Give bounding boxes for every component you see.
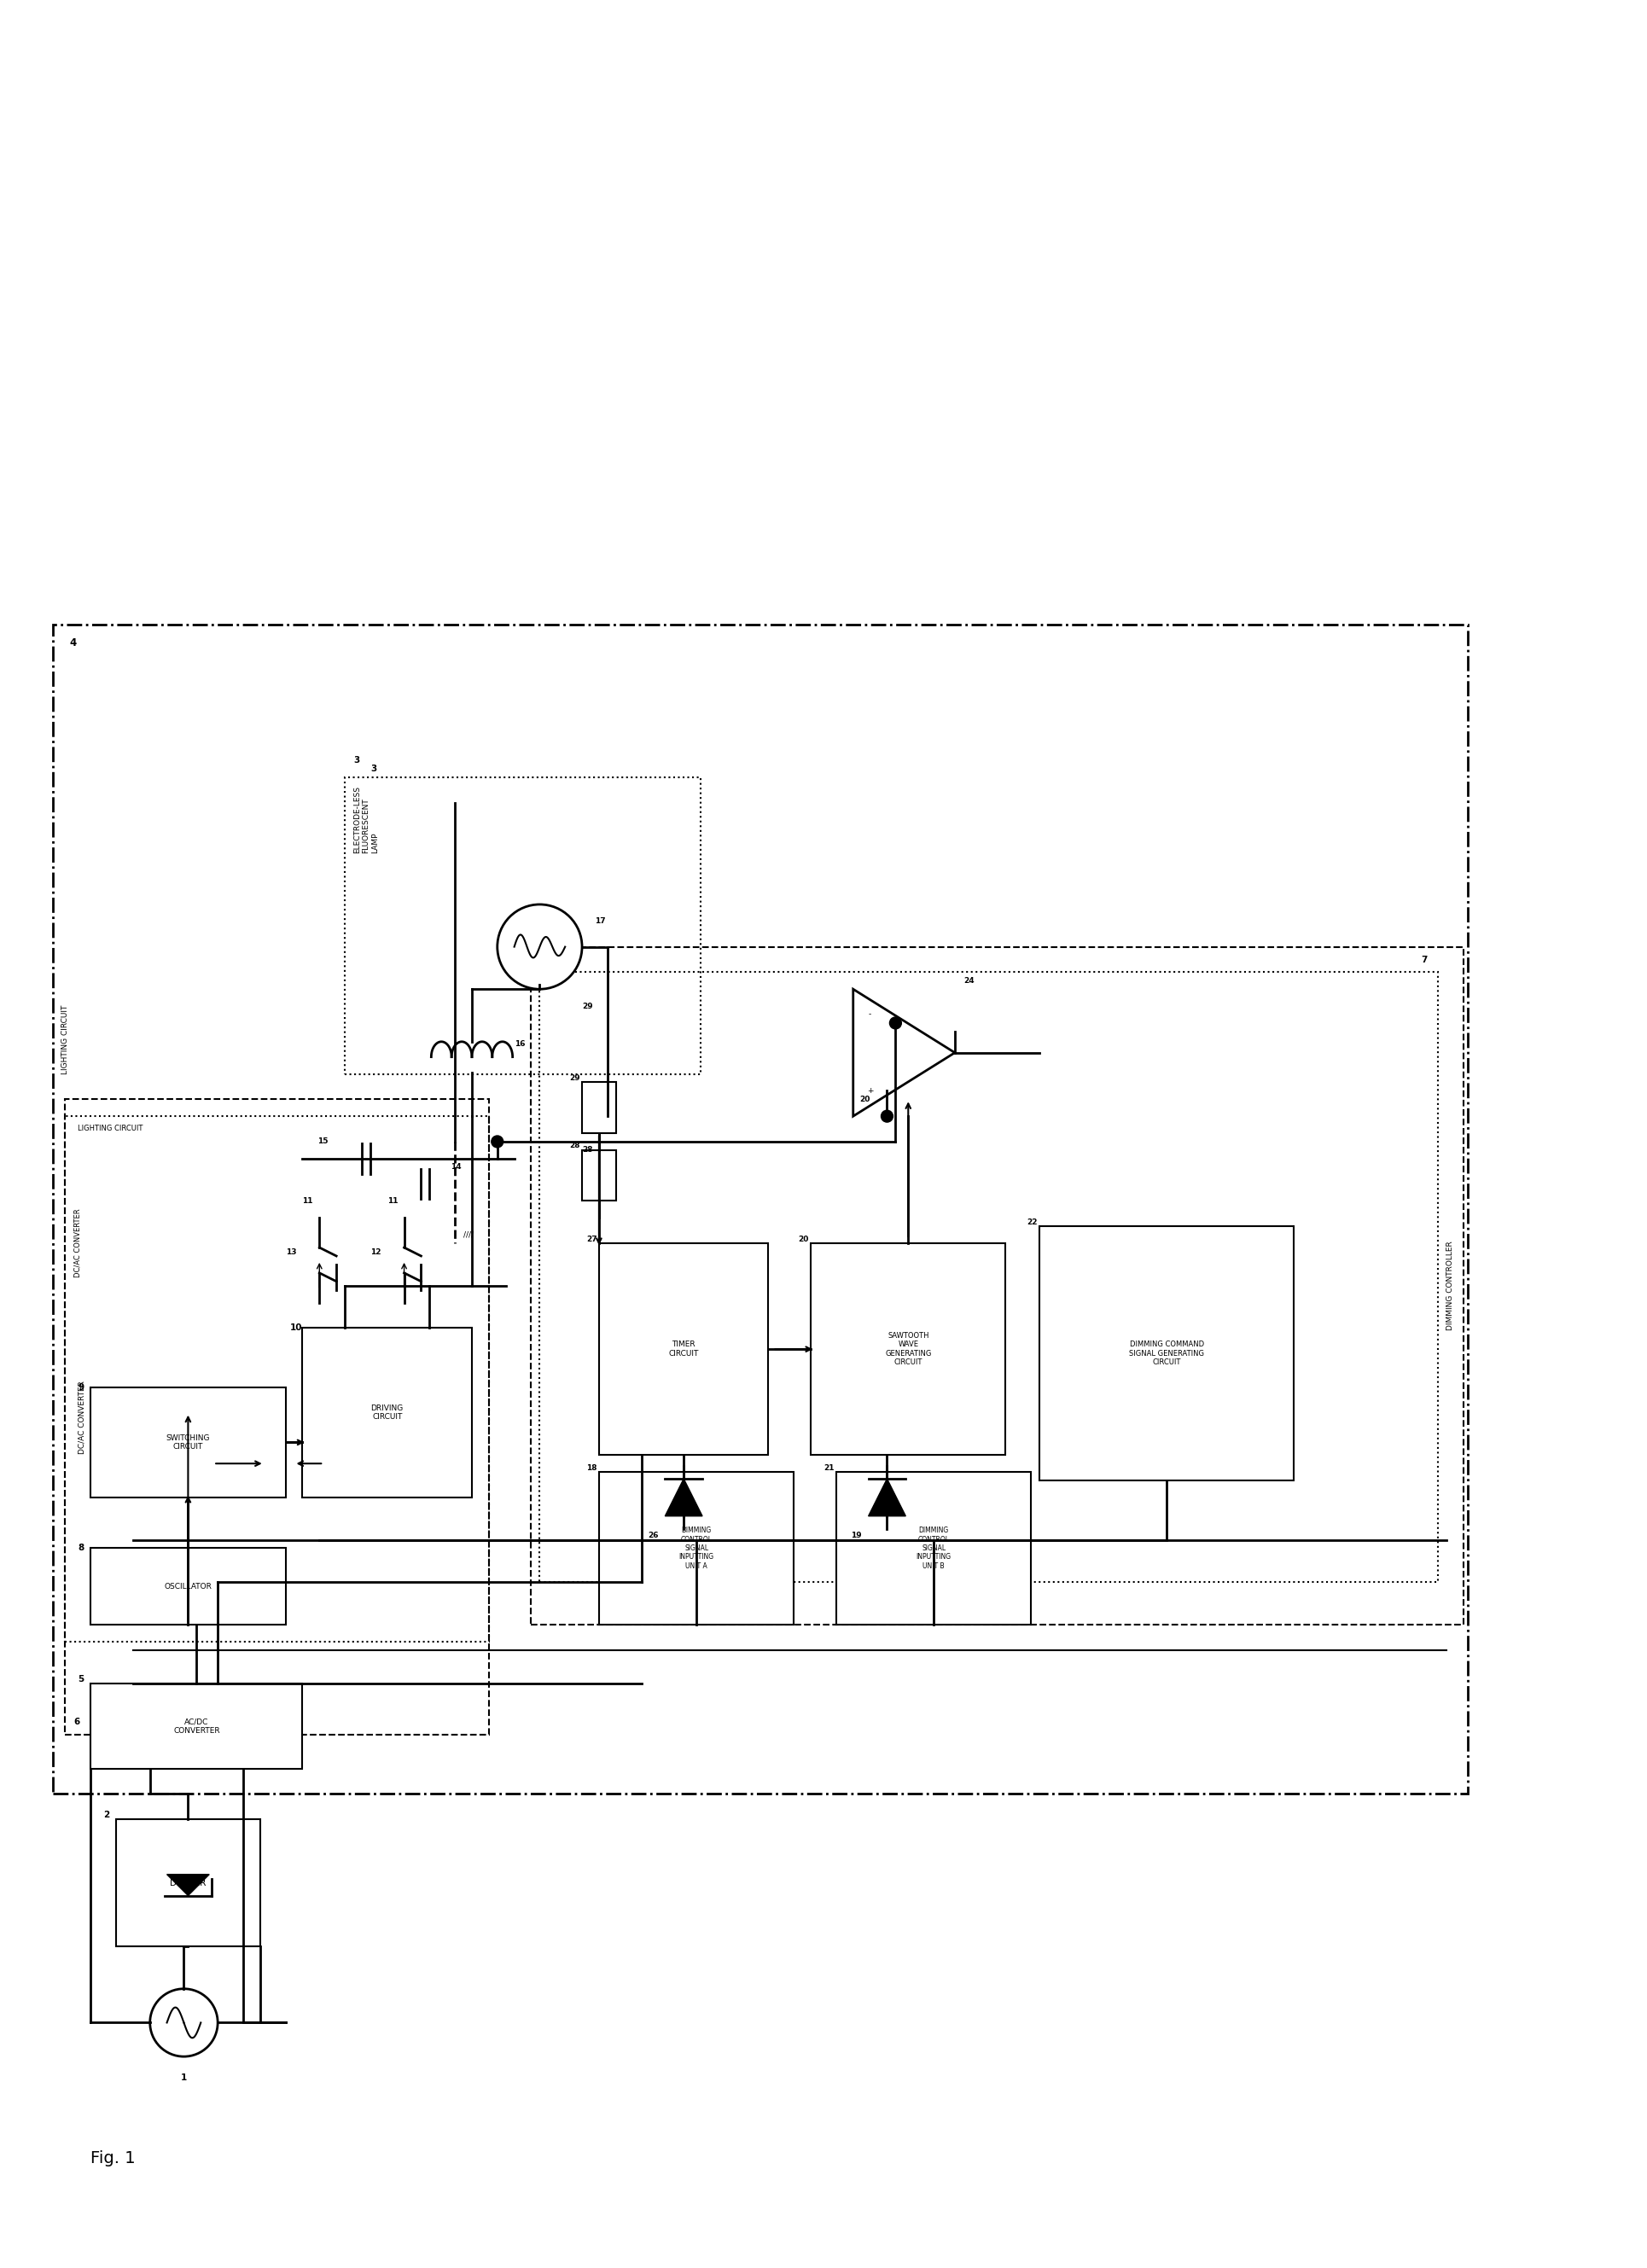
Circle shape — [497, 905, 581, 989]
Bar — [835, 1472, 1031, 1624]
Text: 28: 28 — [570, 1143, 580, 1150]
Text: 1: 1 — [181, 2073, 186, 2082]
Polygon shape — [665, 1479, 702, 1515]
Text: 3: 3 — [371, 764, 376, 773]
Text: SWITCHING
CIRCUIT: SWITCHING CIRCUIT — [166, 1433, 209, 1452]
Circle shape — [150, 1989, 217, 2057]
Text: 20: 20 — [797, 1236, 809, 1243]
Text: 3: 3 — [352, 755, 359, 764]
Text: 4: 4 — [69, 637, 76, 649]
Circle shape — [881, 1111, 893, 1123]
Bar — [581, 1150, 616, 1202]
Bar — [91, 1683, 303, 1769]
Text: DC/AC CONVERTER: DC/AC CONVERTER — [74, 1209, 82, 1277]
Text: 27: 27 — [586, 1236, 596, 1243]
Text: DC/AC CONVERTER: DC/AC CONVERTER — [79, 1381, 86, 1454]
Bar — [540, 973, 1436, 1583]
Text: +: + — [866, 1086, 873, 1095]
Text: 22: 22 — [1026, 1218, 1038, 1227]
Text: 6: 6 — [74, 1717, 79, 1726]
Bar — [530, 946, 1463, 1624]
Text: ////: //// — [463, 1232, 473, 1238]
Polygon shape — [868, 1479, 906, 1515]
Text: DIMMING
CONTROL
SIGNAL
INPUTTING
UNIT B: DIMMING CONTROL SIGNAL INPUTTING UNIT B — [916, 1526, 950, 1569]
Text: TIMER
CIRCUIT: TIMER CIRCUIT — [669, 1340, 698, 1359]
Text: 20: 20 — [860, 1095, 870, 1102]
Bar — [53, 626, 1466, 1794]
Bar — [598, 1472, 794, 1624]
Text: 9: 9 — [77, 1383, 84, 1393]
Text: 12: 12 — [371, 1247, 380, 1256]
Text: 5: 5 — [77, 1676, 84, 1683]
Bar — [581, 1082, 616, 1134]
Text: 11: 11 — [387, 1198, 397, 1204]
Bar — [1039, 1227, 1293, 1481]
Text: DIMMING COMMAND
SIGNAL GENERATING
CIRCUIT: DIMMING COMMAND SIGNAL GENERATING CIRCUI… — [1128, 1340, 1204, 1365]
Text: 24: 24 — [963, 978, 973, 984]
Text: 2: 2 — [104, 1810, 109, 1819]
Text: 19: 19 — [850, 1531, 861, 1540]
Text: 26: 26 — [647, 1531, 657, 1540]
Text: 29: 29 — [581, 1002, 593, 1009]
Text: 15: 15 — [316, 1139, 328, 1145]
Bar — [598, 1243, 768, 1456]
Text: OSCILLATOR: OSCILLATOR — [165, 1583, 212, 1590]
Text: 11: 11 — [303, 1198, 313, 1204]
Text: DIMMING CONTROLLER: DIMMING CONTROLLER — [1446, 1241, 1454, 1331]
Text: DIMMING
CONTROL
SIGNAL
INPUTTING
UNIT A: DIMMING CONTROL SIGNAL INPUTTING UNIT A — [679, 1526, 713, 1569]
Bar — [91, 1388, 285, 1497]
Polygon shape — [166, 1873, 209, 1896]
Bar — [810, 1243, 1005, 1456]
Text: 16: 16 — [514, 1041, 525, 1048]
Circle shape — [889, 1016, 901, 1030]
Text: DIMMER: DIMMER — [170, 1878, 206, 1887]
Bar — [303, 1329, 471, 1497]
Text: 14: 14 — [451, 1163, 461, 1170]
Text: Fig. 1: Fig. 1 — [91, 2150, 135, 2166]
Text: AC/DC
CONVERTER: AC/DC CONVERTER — [173, 1717, 219, 1735]
Text: ELECTRODE-LESS
FLUORESCENT
LAMP: ELECTRODE-LESS FLUORESCENT LAMP — [352, 785, 379, 853]
Bar — [344, 778, 700, 1073]
Text: 17: 17 — [595, 919, 604, 925]
Text: 7: 7 — [1420, 955, 1426, 964]
Circle shape — [491, 1136, 502, 1148]
Text: 18: 18 — [586, 1463, 596, 1472]
Bar — [66, 1100, 489, 1735]
Text: 8: 8 — [77, 1545, 84, 1554]
Text: LIGHTING CIRCUIT: LIGHTING CIRCUIT — [61, 1005, 69, 1075]
Text: SAWTOOTH
WAVE
GENERATING
CIRCUIT: SAWTOOTH WAVE GENERATING CIRCUIT — [884, 1331, 931, 1365]
Bar — [66, 1116, 489, 1642]
Text: 28: 28 — [581, 1145, 593, 1154]
Text: DRIVING
CIRCUIT: DRIVING CIRCUIT — [371, 1404, 404, 1422]
Bar — [91, 1549, 285, 1624]
Text: 21: 21 — [824, 1463, 833, 1472]
Text: -: - — [868, 1012, 871, 1018]
Text: 13: 13 — [285, 1247, 296, 1256]
Bar — [115, 1819, 260, 1946]
Text: LIGHTING CIRCUIT: LIGHTING CIRCUIT — [77, 1125, 143, 1132]
Text: 29: 29 — [570, 1075, 580, 1082]
Text: 10: 10 — [290, 1325, 301, 1331]
